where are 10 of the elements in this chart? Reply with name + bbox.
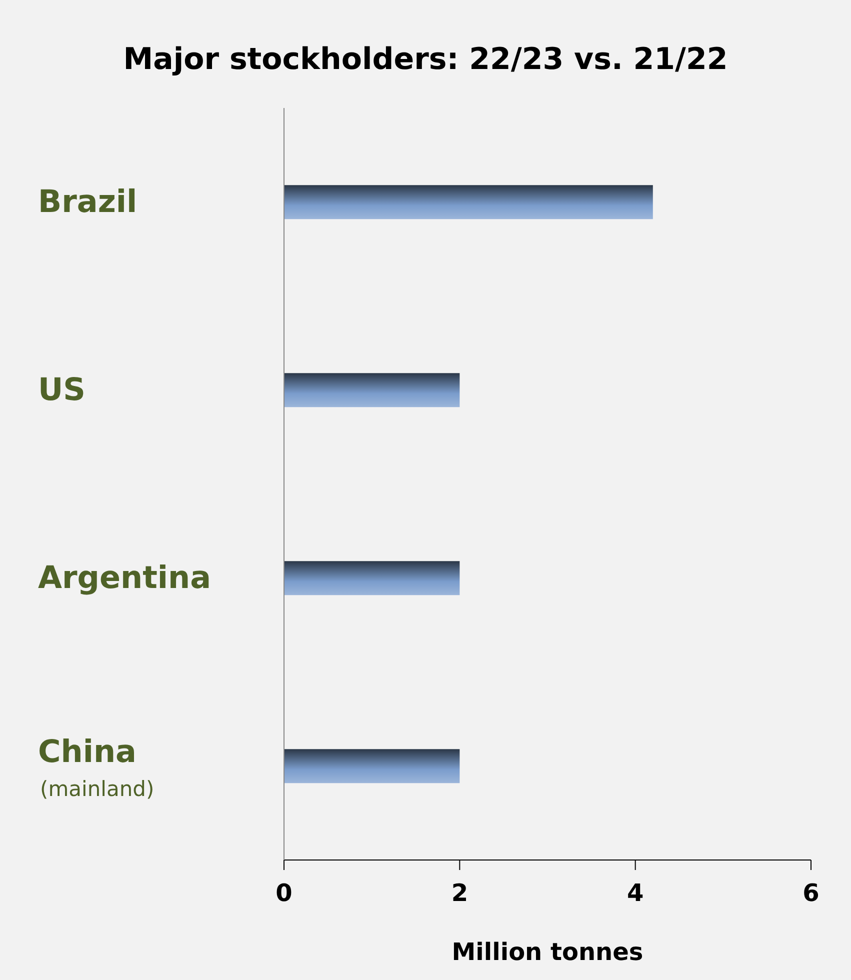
chart-title: Major stockholders: 22/23 vs. 21/22 bbox=[122, 42, 729, 77]
x-tick-label: 4 bbox=[626, 879, 644, 908]
y-tick-label: Argentina bbox=[38, 560, 211, 596]
x-tick-label: 2 bbox=[451, 879, 468, 908]
y-tick-label: US bbox=[38, 372, 86, 408]
x-tick-label: 6 bbox=[802, 879, 820, 908]
y-tick-label: Brazil bbox=[38, 184, 138, 220]
x-axis-title: Million tonnes bbox=[452, 938, 644, 966]
x-tick-label: 0 bbox=[276, 879, 292, 908]
y-tick-label: China (mainland) bbox=[38, 734, 154, 801]
